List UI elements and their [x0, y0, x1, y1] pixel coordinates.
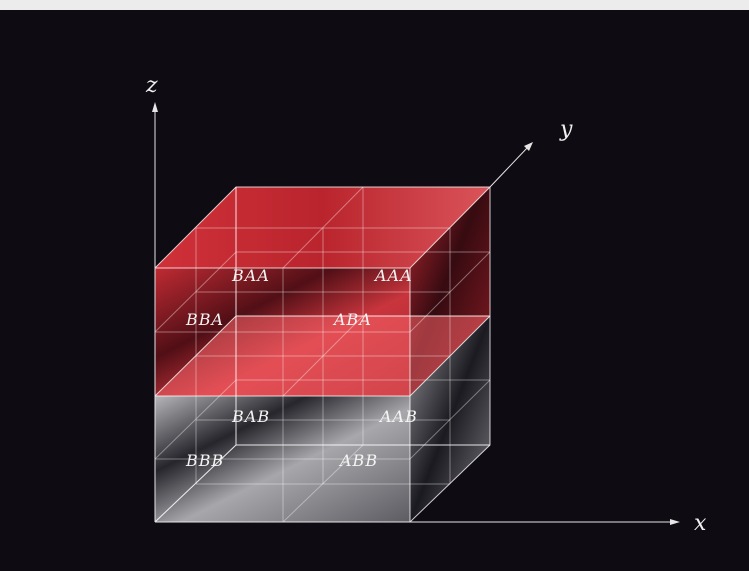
- label-aaa: AAA: [373, 266, 413, 285]
- cell-labels: BAA AAA BBA ABA BAB AAB BBB ABB: [185, 266, 418, 470]
- label-baa: BAA: [231, 266, 270, 285]
- label-abb: ABB: [338, 451, 378, 470]
- label-aba: ABA: [332, 310, 372, 329]
- middle-plane: [155, 316, 490, 396]
- diagram-frame: z y x BAA AAA BBA ABA BAB AAB BBB ABB: [0, 10, 749, 571]
- label-aab: AAB: [378, 407, 418, 426]
- z-axis-arrow: [152, 102, 158, 112]
- lower-side-face: [410, 316, 490, 522]
- label-bba: BBA: [185, 310, 224, 329]
- cube-diagram: z y x BAA AAA BBA ABA BAB AAB BBB ABB: [145, 73, 707, 536]
- x-axis-arrow: [670, 519, 680, 525]
- label-bab: BAB: [231, 407, 270, 426]
- y-axis-label: y: [559, 117, 573, 142]
- x-axis-label: x: [694, 511, 707, 536]
- upper-top-face: [155, 187, 490, 268]
- y-axis-line: [489, 146, 529, 188]
- lower-front-face: [155, 396, 410, 522]
- axes: z y x: [145, 73, 707, 536]
- z-axis-label: z: [145, 73, 158, 98]
- y-axis-arrow: [524, 142, 533, 151]
- label-bbb: BBB: [185, 451, 224, 470]
